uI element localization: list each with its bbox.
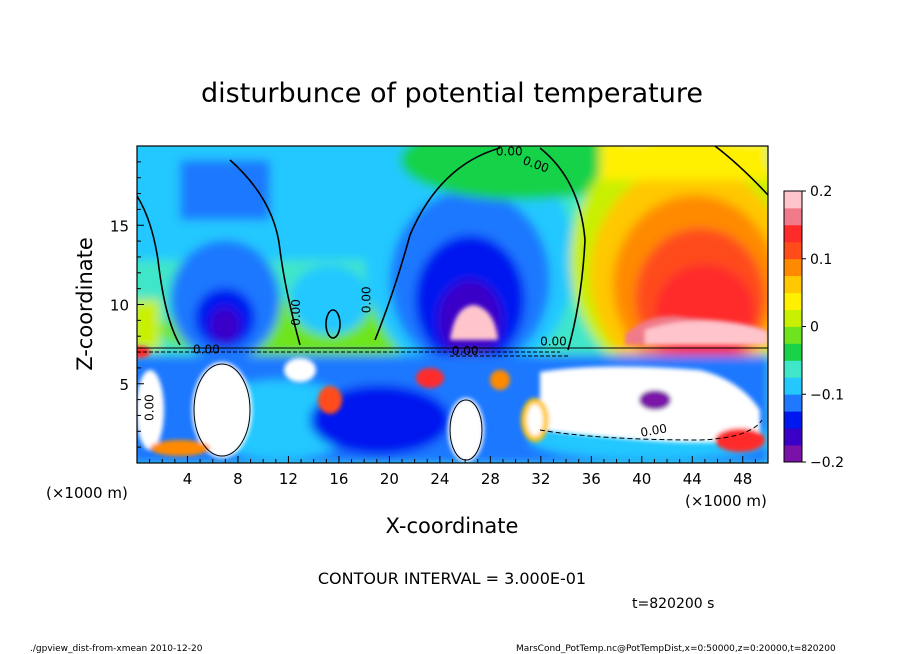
contour-label: 0.00 bbox=[540, 335, 567, 349]
colorbar-swatch bbox=[784, 360, 802, 378]
contour-label: 0.00 bbox=[359, 286, 373, 313]
colorbar: 0.2 0.1 0 −0.1 −0.2 bbox=[783, 184, 844, 471]
heatmap-field bbox=[137, 146, 768, 463]
colorbar-swatch bbox=[784, 326, 802, 344]
colorbar-swatch bbox=[784, 258, 802, 277]
colorbar-swatch bbox=[784, 428, 802, 446]
colorbar-swatch bbox=[784, 445, 802, 463]
contour-label: 0.00 bbox=[193, 343, 220, 357]
x-tick-label: 4 bbox=[183, 470, 193, 488]
contour-label: 0.00 bbox=[452, 344, 479, 358]
x-tick-label: 28 bbox=[481, 470, 500, 488]
time-label: t=820200 s bbox=[632, 596, 714, 612]
colorbar-swatch bbox=[784, 394, 802, 412]
x-tick-label: 48 bbox=[733, 470, 752, 488]
colorbar-tick-label: −0.2 bbox=[810, 455, 844, 471]
x-tick-label: 12 bbox=[279, 470, 298, 488]
contour-label: 0.00 bbox=[639, 421, 668, 439]
contour-label: 0.00 bbox=[142, 394, 156, 421]
x-tick-label: 40 bbox=[632, 470, 651, 488]
x-axis: 4 8 12 16 20 24 28 32 36 40 44 48 bbox=[149, 456, 756, 488]
y-tick-label: 10 bbox=[110, 297, 129, 315]
y-tick-label: 15 bbox=[110, 217, 129, 235]
y-axis: 5 10 15 bbox=[110, 161, 144, 448]
colorbar-swatch bbox=[784, 275, 802, 294]
y-tick-label: 5 bbox=[119, 376, 129, 394]
footer-right: MarsCond_PotTemp.nc@PotTempDist,x=0:5000… bbox=[516, 644, 836, 654]
x-tick-label: 20 bbox=[380, 470, 399, 488]
contour-labels: 0.000.000.00 0.000.000.000.000.000.00 bbox=[142, 145, 668, 440]
x-axis-label: X-coordinate bbox=[386, 514, 519, 538]
colorbar-swatch bbox=[784, 411, 802, 429]
contour-label: 0.00 bbox=[289, 299, 303, 326]
colorbar-swatch bbox=[784, 377, 802, 395]
colorbar-swatch bbox=[784, 343, 802, 361]
x-unit-left: (×1000 m) bbox=[46, 484, 128, 502]
x-tick-label: 36 bbox=[582, 470, 601, 488]
x-tick-label: 16 bbox=[329, 470, 348, 488]
colorbar-swatch bbox=[784, 292, 802, 310]
footer-left: ./gpview_dist-from-xmean 2010-12-20 bbox=[30, 644, 203, 654]
colorbar-swatch bbox=[784, 207, 802, 226]
x-tick-label: 44 bbox=[683, 470, 702, 488]
x-tick-label: 8 bbox=[233, 470, 243, 488]
contour-label: 0.00 bbox=[496, 145, 523, 159]
colorbar-tick-label: −0.1 bbox=[810, 387, 844, 403]
chart-title: disturbunce of potential temperature bbox=[201, 78, 703, 109]
colorbar-swatch bbox=[784, 241, 802, 260]
colorbar-tick-label: 0.1 bbox=[810, 252, 832, 268]
colorbar-swatch bbox=[784, 309, 802, 327]
y-axis-label: Z-coordinate bbox=[73, 237, 97, 371]
colorbar-tick-label: 0 bbox=[810, 320, 819, 336]
colorbar-swatch bbox=[784, 224, 802, 243]
x-unit-right: (×1000 m) bbox=[685, 492, 767, 510]
x-tick-label: 24 bbox=[430, 470, 449, 488]
contour-interval-text: CONTOUR INTERVAL = 3.000E-01 bbox=[318, 569, 586, 588]
colorbar-swatch bbox=[784, 191, 802, 209]
colorbar-tick-label: 0.2 bbox=[810, 184, 832, 200]
x-tick-label: 32 bbox=[531, 470, 550, 488]
